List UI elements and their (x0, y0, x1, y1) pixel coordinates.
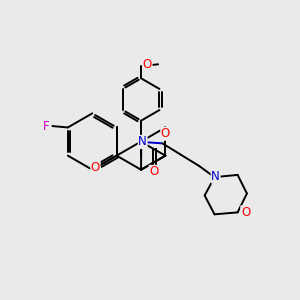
Text: O: O (241, 206, 250, 219)
Text: O: O (149, 165, 158, 178)
Text: F: F (43, 120, 50, 133)
Text: N: N (211, 170, 220, 183)
Text: N: N (138, 135, 147, 148)
Text: O: O (143, 58, 152, 71)
Text: O: O (91, 161, 100, 174)
Text: O: O (161, 127, 170, 140)
